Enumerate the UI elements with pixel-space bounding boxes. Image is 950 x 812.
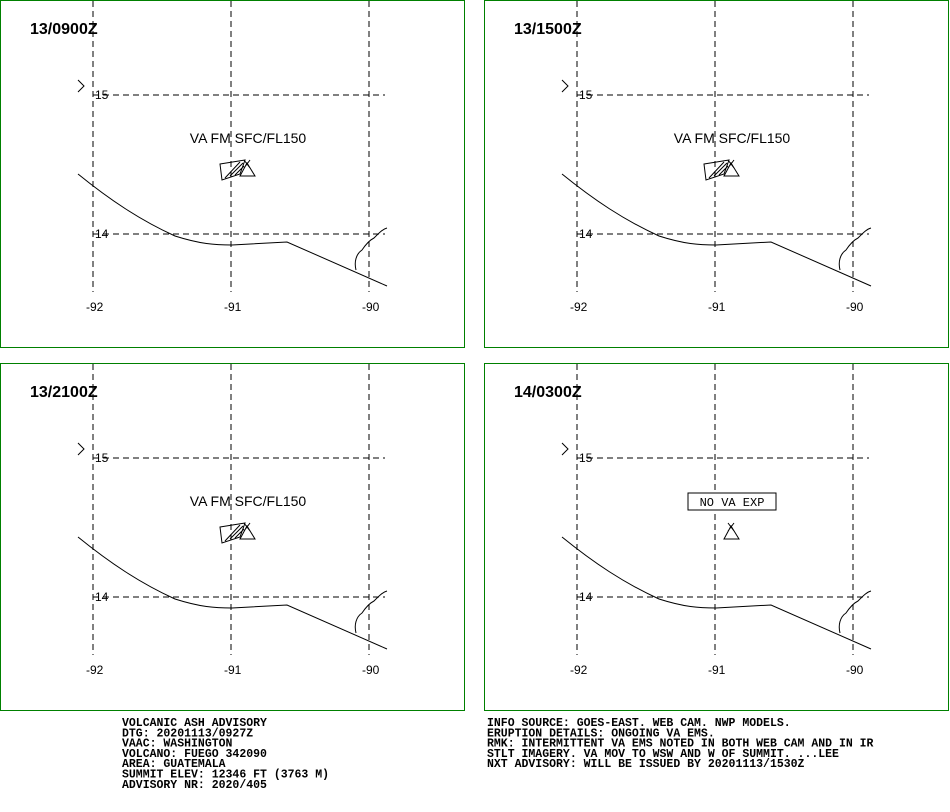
border	[354, 227, 388, 271]
advisory-line: VAAC: WASHINGTON	[122, 738, 233, 751]
lat-label: 14	[95, 590, 109, 604]
lon-label: -92	[86, 300, 104, 314]
advisory-line: STLT IMAGERY. VA MOV TO WSW AND W OF SUM…	[487, 748, 839, 761]
border-mark	[561, 442, 569, 456]
lon-label: -91	[224, 300, 242, 314]
panel-border	[484, 0, 949, 348]
advisory-line: INFO SOURCE: GOES-EAST. WEB CAM. NWP MOD…	[487, 717, 791, 730]
lon-label: -92	[570, 300, 588, 314]
lat-label: 15	[579, 88, 593, 102]
lon-label: -92	[570, 663, 588, 677]
lon-label: -90	[846, 663, 864, 677]
border-mark	[561, 79, 569, 93]
advisory-line: VOLCANO: FUEGO 342090	[122, 748, 267, 761]
advisory-line: DTG: 20201113/0927Z	[122, 727, 253, 740]
panel-border	[484, 363, 949, 711]
lon-label: -90	[362, 300, 380, 314]
coastline	[77, 173, 388, 287]
annotation: VA FM SFC/FL150	[674, 130, 791, 146]
lat-label: 14	[579, 590, 593, 604]
panel-border	[0, 363, 465, 711]
valid-time: 13/1500Z	[514, 21, 582, 38]
annotation: VA FM SFC/FL150	[190, 130, 307, 146]
map-panel: -92 -91 -90 15 14 13/1500Z VA FM SFC/FL150	[484, 0, 949, 348]
volcano	[723, 522, 740, 540]
valid-time: 13/2100Z	[30, 384, 98, 401]
border-mark	[77, 79, 85, 93]
valid-time: 14/0300Z	[514, 384, 582, 401]
border	[838, 590, 872, 634]
map-panel: -92 -91 -90 15 14 13/0900Z VA FM SFC/FL150	[0, 0, 465, 348]
lon-label: -90	[846, 300, 864, 314]
advisory-line: ERUPTION DETAILS: ONGOING VA EMS.	[487, 727, 715, 740]
ash-area	[219, 522, 246, 544]
annotation: VA FM SFC/FL150	[190, 493, 307, 509]
valid-time: 13/0900Z	[30, 21, 98, 38]
ash-area	[703, 159, 730, 181]
advisory-line: AREA: GUATEMALA	[122, 758, 226, 771]
map-panel: -92 -91 -90 15 14 13/2100Z VA FM SFC/FL150	[0, 363, 465, 711]
coastline	[561, 536, 872, 650]
panel-border	[0, 0, 465, 348]
ash-area	[219, 159, 246, 181]
advisory-line: SUMMIT ELEV: 12346 FT (3763 M)	[122, 769, 329, 782]
border-mark	[77, 442, 85, 456]
border	[354, 590, 388, 634]
advisory-line: ADVISORY NR: 2020/405	[122, 779, 267, 792]
lat-label: 14	[95, 227, 109, 241]
lon-label: -92	[86, 663, 104, 677]
lat-label: 15	[579, 451, 593, 465]
lat-label: 15	[95, 451, 109, 465]
map-panel: -92 -91 -90 15 14 14/0300Z NO VA EXP	[484, 363, 949, 711]
lon-label: -91	[224, 663, 242, 677]
lat-label: 14	[579, 227, 593, 241]
annotation: NO VA EXP	[700, 496, 765, 510]
border	[838, 227, 872, 271]
coastline	[561, 173, 872, 287]
annotation-box	[687, 492, 777, 511]
advisory-line: RMK: INTERMITTENT VA EMS NOTED IN BOTH W…	[487, 738, 874, 751]
lat-label: 15	[95, 88, 109, 102]
coastline	[77, 536, 388, 650]
advisory-line: VOLCANIC ASH ADVISORY	[122, 717, 267, 730]
lon-label: -91	[708, 663, 726, 677]
lon-label: -91	[708, 300, 726, 314]
lon-label: -90	[362, 663, 380, 677]
advisory-line: NXT ADVISORY: WILL BE ISSUED BY 20201113…	[487, 758, 805, 771]
